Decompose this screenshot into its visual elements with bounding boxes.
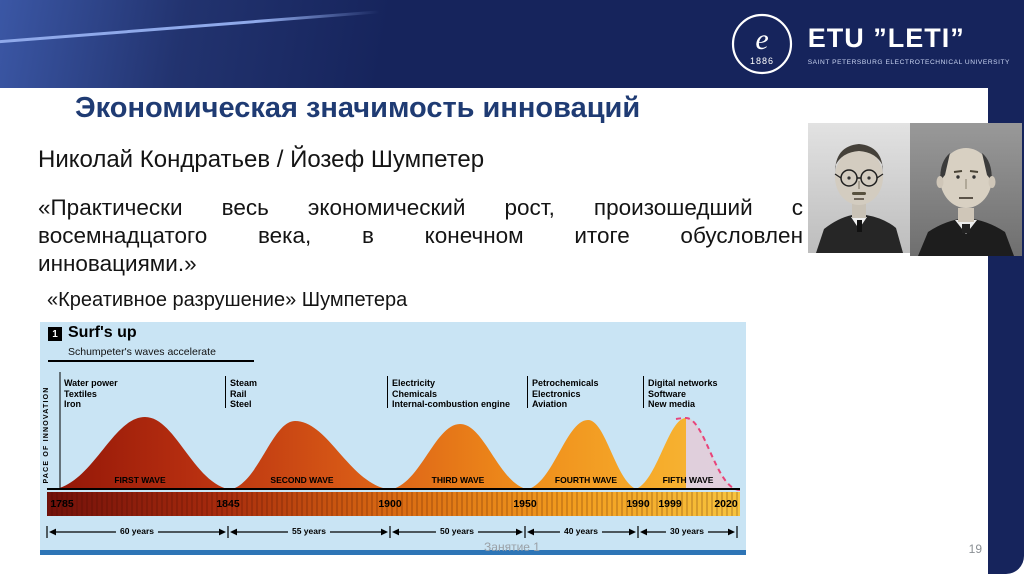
year-tick: 1999 xyxy=(658,498,682,510)
wave2-duration: 55 years xyxy=(287,526,331,536)
university-logo: e 1886 ETU ”LETI” SAINT PETERSBURG ELECT… xyxy=(730,7,1010,81)
y-axis-label: PACE OF INNOVATION xyxy=(43,386,50,484)
chart-rule xyxy=(48,360,254,362)
chart-number-badge: 1 xyxy=(48,327,62,341)
wave2-name: SECOND WAVE xyxy=(270,475,334,485)
svg-text:1886: 1886 xyxy=(750,56,774,66)
university-subtitle: SAINT PETERSBURG ELECTROTECHNICAL UNIVER… xyxy=(807,58,1010,66)
wave4-name: FOURTH WAVE xyxy=(554,475,618,485)
year-tick: 1900 xyxy=(378,498,402,510)
wave1-duration: 60 years xyxy=(115,526,159,536)
quote-line: восемнадцатого века, в конечном итоге об… xyxy=(38,223,803,248)
authors-line: Николай Кондратьев / Йозеф Шумпетер xyxy=(38,146,485,173)
schumpeter-photo xyxy=(910,123,1022,256)
wave5-duration: 30 years xyxy=(665,526,709,536)
wave5-technologies: Digital networks Software New media xyxy=(648,378,718,409)
column-divider xyxy=(225,376,226,408)
year-tick: 2020 xyxy=(714,498,738,510)
creative-destruction-caption: «Креативное разрушение» Шумпетера xyxy=(47,289,408,311)
page-number: 19 xyxy=(968,542,982,556)
wave5-name: FIFTH WAVE xyxy=(662,475,714,485)
year-tick: 1845 xyxy=(216,498,240,510)
wave1-technologies: Water power Textiles Iron xyxy=(64,378,118,409)
slide-header-bar: e 1886 ETU ”LETI” SAINT PETERSBURG ELECT… xyxy=(0,0,1024,88)
wave1-name: FIRST WAVE xyxy=(114,475,166,485)
etu-emblem-icon: e 1886 xyxy=(731,13,792,75)
wave3-name: THIRD WAVE xyxy=(431,475,485,485)
university-name: ETU ”LETI” xyxy=(807,22,965,53)
schumpeter-waves-chart: 1 Surf's up Schumpeter's waves accelerat… xyxy=(40,322,746,555)
column-divider xyxy=(643,376,644,408)
chart-subtitle: Schumpeter's waves accelerate xyxy=(68,346,216,358)
quote-line: «Практически весь экономический рост, пр… xyxy=(38,195,803,220)
chart-title: Surf's up xyxy=(68,324,137,341)
wave4-technologies: Petrochemicals Electronics Aviation xyxy=(532,378,599,409)
footer-lesson-label: Занятие 1 xyxy=(484,540,540,554)
year-tick: 1950 xyxy=(513,498,537,510)
kondratiev-photo xyxy=(808,123,910,253)
wave4-duration: 40 years xyxy=(559,526,603,536)
year-tick: 1990 xyxy=(626,498,650,510)
column-divider xyxy=(387,376,388,408)
svg-text:e: e xyxy=(755,23,768,56)
column-divider xyxy=(527,376,528,408)
wave3-technologies: Electricity Chemicals Internal-combustio… xyxy=(392,378,511,409)
quote-line: инновациями.» xyxy=(38,251,197,276)
wave3-duration: 50 years xyxy=(435,526,479,536)
page-title: Экономическая значимость инноваций xyxy=(75,92,641,124)
wave2-technologies: Steam Rail Steel xyxy=(230,378,258,409)
quote-paragraph: «Практически весь экономический рост, пр… xyxy=(38,194,803,278)
year-tick: 1785 xyxy=(50,498,74,510)
